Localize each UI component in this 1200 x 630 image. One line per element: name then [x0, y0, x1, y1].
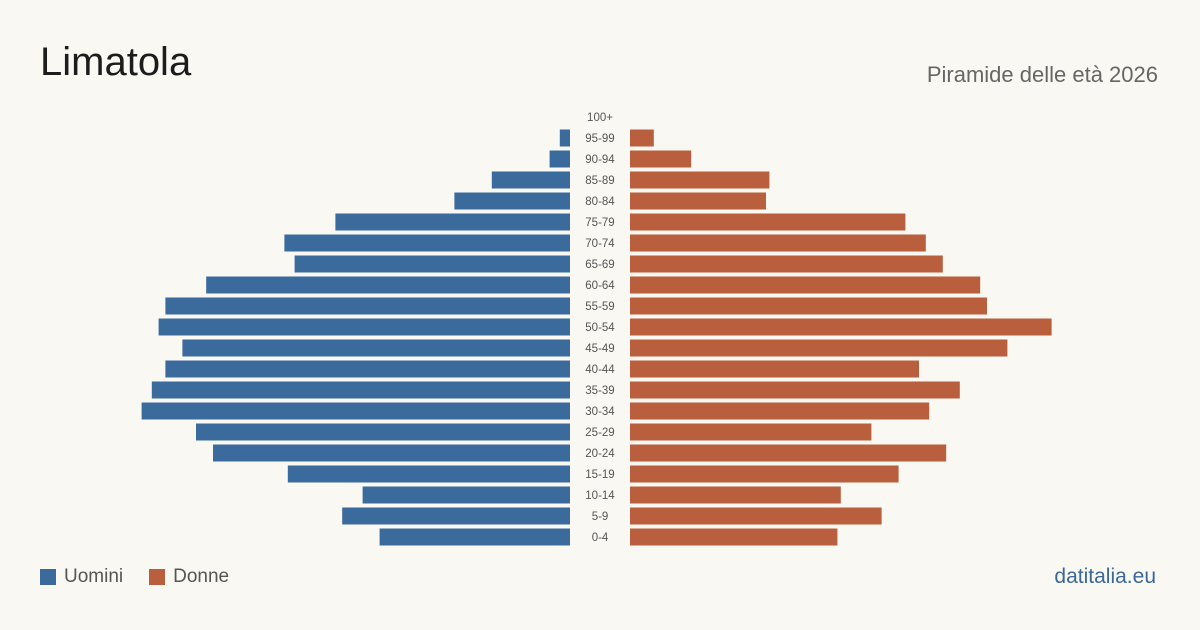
bar-women-85-89	[630, 171, 770, 189]
bar-men-0-4	[379, 528, 570, 546]
bar-men-30-34	[141, 402, 570, 420]
age-label: 50-54	[585, 322, 615, 334]
bar-women-60-64	[630, 276, 981, 294]
bar-men-15-19	[287, 465, 570, 483]
legend-swatch-women	[149, 569, 166, 585]
bar-women-65-69	[630, 255, 943, 273]
bar-men-55-59	[165, 297, 570, 315]
age-label: 60-64	[585, 280, 615, 292]
age-label: 70-74	[585, 238, 615, 250]
bar-women-80-84	[630, 192, 766, 210]
bar-women-30-34	[630, 402, 930, 420]
legend-swatch-men	[40, 569, 56, 585]
age-label: 65-69	[585, 259, 614, 271]
age-label: 85-89	[585, 175, 614, 187]
bar-women-10-14	[630, 486, 841, 504]
bar-men-75-79	[335, 213, 570, 231]
age-label: 35-39	[585, 385, 614, 397]
bar-women-45-49	[630, 339, 1008, 357]
age-label: 95-99	[585, 133, 614, 145]
age-label: 15-19	[585, 469, 614, 481]
legend-label-women: Donne	[173, 566, 230, 587]
age-label: 5-9	[592, 511, 609, 523]
bar-men-25-29	[196, 423, 570, 441]
bar-men-70-74	[284, 234, 570, 252]
bar-men-10-14	[362, 486, 570, 504]
bar-men-95-99	[559, 129, 570, 147]
chart-title: Limatola	[40, 40, 192, 84]
bar-women-25-29	[630, 423, 872, 441]
age-label: 75-79	[585, 217, 614, 229]
bar-women-40-44	[630, 360, 919, 378]
bar-women-50-54	[630, 318, 1052, 336]
bar-men-85-89	[491, 171, 570, 189]
age-label: 100+	[587, 112, 613, 124]
bar-men-80-84	[454, 192, 570, 210]
age-label: 10-14	[585, 490, 615, 502]
bar-men-65-69	[294, 255, 570, 273]
bar-men-5-9	[342, 507, 570, 525]
legend: Uomini Donne	[40, 566, 255, 588]
bar-women-35-39	[630, 381, 960, 399]
chart-subtitle: Piramide delle età 2026	[926, 62, 1158, 87]
age-label: 0-4	[592, 532, 609, 544]
bar-women-20-24	[630, 444, 947, 462]
bar-men-60-64	[206, 276, 570, 294]
legend-item-men: Uomini	[40, 566, 123, 588]
bar-men-35-39	[151, 381, 571, 399]
bar-women-75-79	[630, 213, 906, 231]
bar-men-45-49	[182, 339, 570, 357]
age-label: 45-49	[585, 343, 614, 355]
age-label: 80-84	[585, 196, 615, 208]
bar-women-5-9	[630, 507, 882, 525]
bar-men-40-44	[165, 360, 570, 378]
age-label: 90-94	[585, 154, 615, 166]
bar-women-70-74	[630, 234, 926, 252]
bar-women-15-19	[630, 465, 899, 483]
legend-item-women: Donne	[149, 566, 229, 588]
age-label: 40-44	[585, 364, 615, 376]
age-label: 20-24	[585, 448, 615, 460]
legend-label-men: Uomini	[64, 566, 124, 587]
bar-women-90-94	[630, 150, 692, 168]
population-pyramid: 100+ 95-99 90-94 85-89 80-84 75-79 70-74 65-69 6…	[141, 112, 1052, 546]
bar-women-55-59	[630, 297, 987, 315]
source-link[interactable]: datitalia.eu	[1054, 565, 1156, 588]
age-label: 25-29	[585, 427, 614, 439]
bar-men-50-54	[158, 318, 570, 336]
age-label: 30-34	[585, 406, 615, 418]
age-label: 55-59	[585, 301, 614, 313]
bar-women-0-4	[630, 528, 838, 546]
bar-women-95-99	[630, 129, 654, 147]
bar-men-90-94	[549, 150, 570, 168]
bar-men-20-24	[213, 444, 570, 462]
